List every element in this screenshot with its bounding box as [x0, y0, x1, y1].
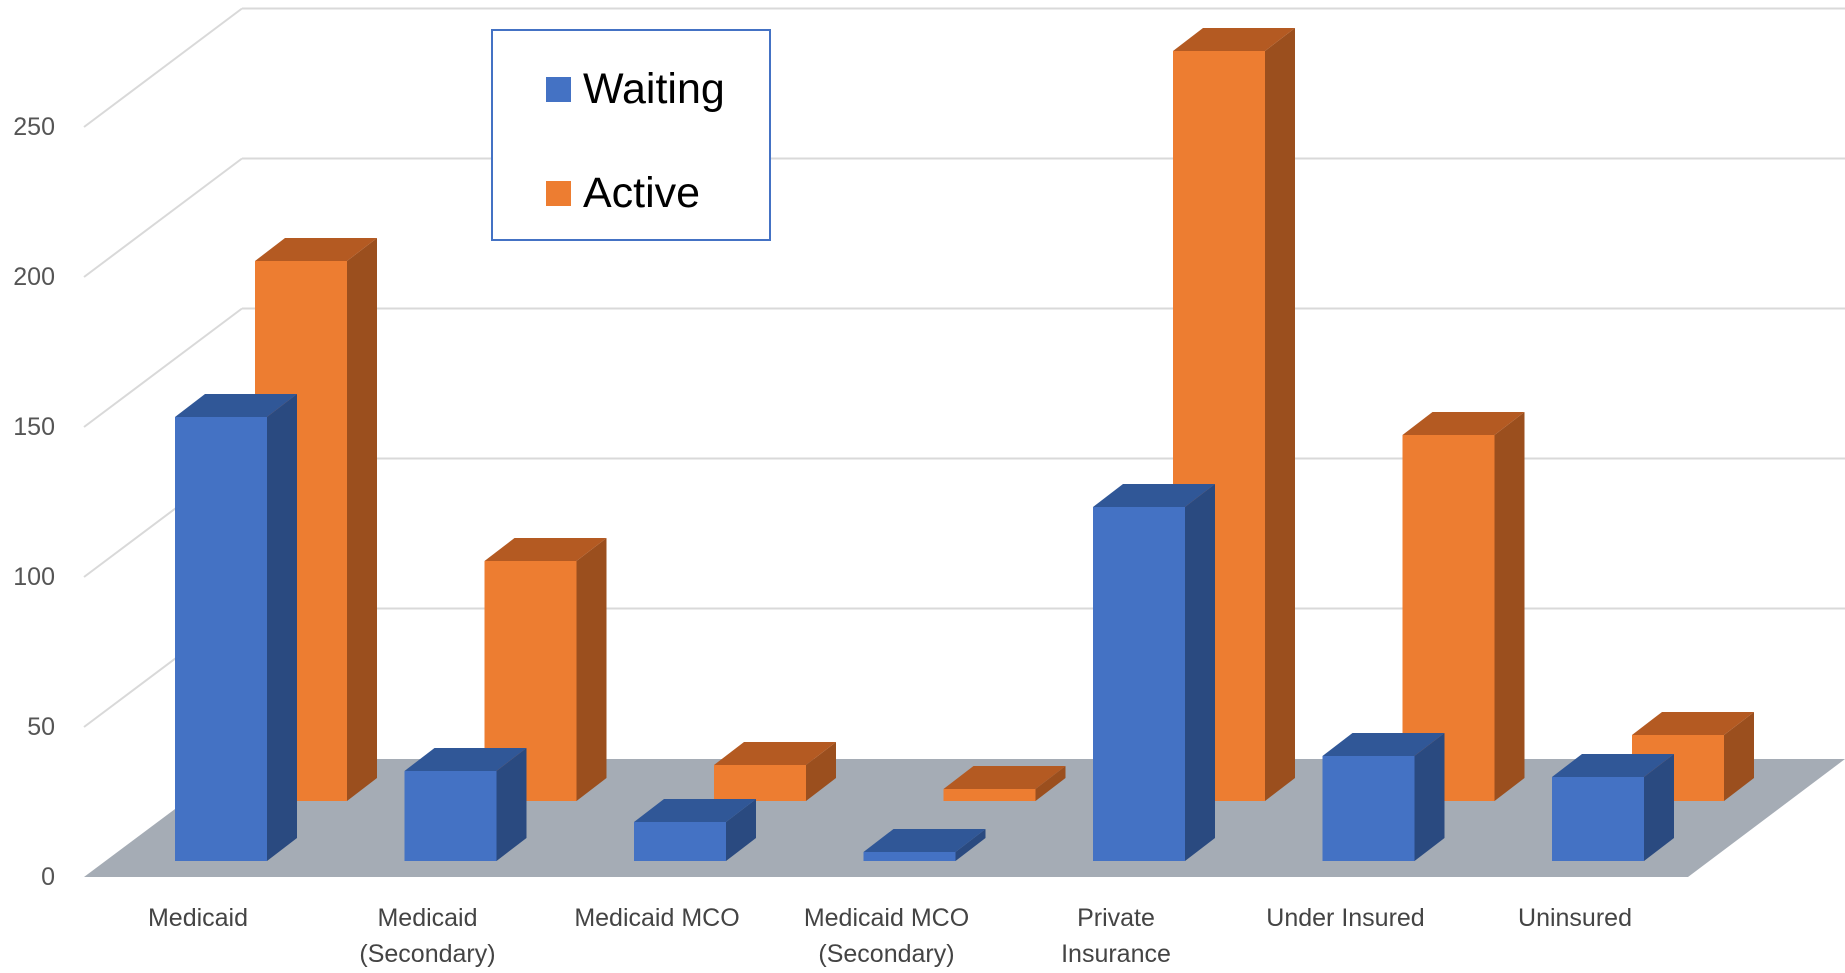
bar-waiting-medicaid-mco — [634, 799, 756, 861]
bar-waiting-medicaid — [175, 394, 297, 861]
y-tick-label: 50 — [27, 713, 55, 741]
y-axis-ticks: 0 50 100 150 200 250 — [13, 113, 55, 891]
legend-swatch-active — [546, 181, 571, 206]
legend-label-waiting: Waiting — [583, 65, 725, 113]
y-tick-label: 150 — [13, 413, 55, 441]
bar-waiting-under-insured-top — [1322, 733, 1445, 756]
bar-waiting-private-insurance — [1093, 484, 1215, 861]
y-tick-label: 200 — [13, 263, 55, 291]
bar-active-under-insured-top — [1402, 412, 1525, 435]
bar-waiting-medicaid-mco-secondary — [863, 829, 986, 861]
gridline-wall — [83, 7, 243, 128]
x-tick-label: (Secondary) — [818, 940, 954, 968]
bar-waiting-medicaid-secondary-front — [404, 771, 497, 861]
x-axis-ticks: Medicaid Medicaid (Secondary) Medicaid MCO M… — [148, 904, 1632, 968]
bar-waiting-medicaid-mco-secondary-top — [863, 829, 986, 852]
bar-waiting-medicaid-top — [175, 394, 297, 417]
active-bars — [255, 28, 1754, 801]
x-tick-label: Medicaid MCO — [574, 904, 739, 932]
x-tick-label: Uninsured — [1518, 904, 1632, 932]
bar-waiting-medicaid-mco-secondary-side — [955, 829, 986, 861]
x-tick-label: Medicaid — [377, 904, 477, 932]
bar-active-private-insurance-side — [1265, 28, 1295, 801]
bar-active-medicaid-secondary-top — [484, 538, 607, 561]
x-tick-label: Under Insured — [1266, 904, 1424, 932]
x-tick-label: Private — [1077, 904, 1155, 932]
x-tick-label: Medicaid MCO — [804, 904, 969, 932]
bar-active-medicaid-mco-front — [714, 765, 806, 801]
x-tick-label: (Secondary) — [359, 940, 495, 968]
bar-waiting-medicaid-secondary-side — [496, 748, 527, 861]
bar-waiting-medicaid-mco-side — [726, 799, 756, 861]
bar-waiting-medicaid-front — [175, 417, 267, 861]
bar-active-medicaid-side — [347, 238, 377, 801]
bar-waiting-uninsured-top — [1552, 754, 1674, 777]
bar-active-medicaid-mco-secondary-top — [943, 766, 1066, 789]
x-tick-label: Medicaid — [148, 904, 248, 932]
bar-waiting-medicaid-mco-front — [634, 822, 726, 861]
gridline-wall — [83, 307, 243, 428]
bar-active-private-insurance — [1173, 28, 1295, 801]
bar-waiting-uninsured-front — [1552, 777, 1644, 861]
bar-active-medicaid-secondary-side — [576, 538, 607, 801]
bar-waiting-medicaid-secondary — [404, 748, 527, 861]
bar-active-medicaid-mco-side — [806, 742, 836, 801]
legend-label-active: Active — [583, 169, 701, 217]
bar-active-medicaid-mco-secondary-side — [1035, 766, 1066, 801]
legend-item-waiting: Waiting — [546, 65, 725, 114]
bar-active-uninsured-side — [1724, 712, 1754, 801]
y-tick-label: 100 — [13, 563, 55, 591]
bar-waiting-uninsured — [1552, 754, 1674, 861]
bar-waiting-medicaid-side — [267, 394, 297, 861]
legend: Waiting Active — [491, 29, 771, 241]
bar-waiting-uninsured-side — [1644, 754, 1674, 861]
bar-active-under-insured-side — [1494, 412, 1525, 801]
bar-active-uninsured-top — [1632, 712, 1754, 735]
bar-active-medicaid-mco-secondary — [943, 766, 1066, 801]
gridline-wall — [83, 157, 243, 278]
bar-waiting-under-insured — [1322, 733, 1445, 861]
bar-waiting-medicaid-mco-secondary-front — [863, 852, 956, 861]
bar-waiting-private-insurance-front — [1093, 507, 1185, 861]
x-tick-label: Insurance — [1061, 940, 1171, 968]
y-tick-label: 0 — [41, 863, 55, 891]
bar-waiting-private-insurance-top — [1093, 484, 1215, 507]
bar-active-medicaid-mco-secondary-front — [943, 789, 1036, 801]
bar-waiting-medicaid-mco-top — [634, 799, 756, 822]
bar-waiting-medicaid-secondary-top — [404, 748, 527, 771]
legend-swatch-waiting — [546, 77, 571, 102]
y-tick-label: 250 — [13, 113, 55, 141]
bar-active-under-insured — [1402, 412, 1525, 801]
bar-waiting-under-insured-side — [1414, 733, 1445, 861]
bar-waiting-private-insurance-side — [1185, 484, 1215, 861]
legend-item-active: Active — [546, 169, 700, 218]
bar-active-medicaid-top — [255, 238, 377, 261]
bar-active-medicaid-mco — [714, 742, 836, 801]
bar-active-medicaid-mco-top — [714, 742, 836, 765]
bar-active-private-insurance-top — [1173, 28, 1295, 51]
bar-waiting-under-insured-front — [1322, 756, 1415, 861]
waiting-bars — [175, 394, 1674, 861]
